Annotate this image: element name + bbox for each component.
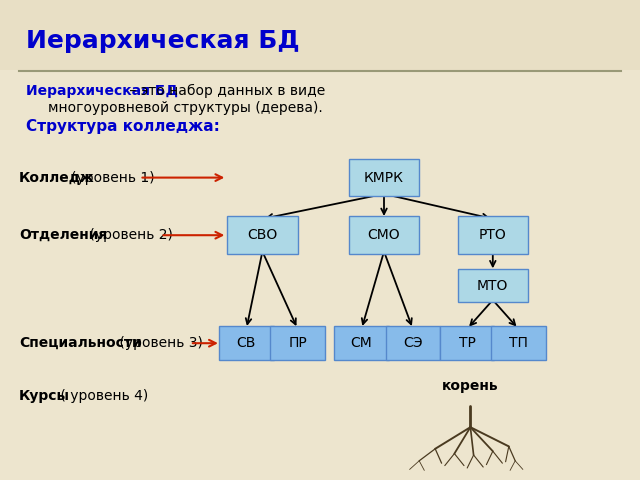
Text: ТР: ТР [459,336,476,350]
FancyBboxPatch shape [334,326,388,360]
Text: ( уровень 4): ( уровень 4) [56,389,148,403]
Text: (уровень 2): (уровень 2) [86,228,173,242]
FancyBboxPatch shape [458,216,528,254]
FancyBboxPatch shape [440,326,494,360]
Text: РТО: РТО [479,228,507,242]
Text: Колледж: Колледж [19,170,95,185]
FancyBboxPatch shape [219,326,274,360]
Text: Иерархическая БД: Иерархическая БД [26,84,178,98]
Text: СВ: СВ [237,336,256,350]
Text: Отделения: Отделения [19,228,108,242]
FancyBboxPatch shape [458,269,528,302]
Text: Структура колледжа:: Структура колледжа: [26,119,220,134]
FancyBboxPatch shape [0,0,640,70]
Text: Иерархическая БД: Иерархическая БД [26,29,300,53]
Text: СВО: СВО [247,228,278,242]
FancyBboxPatch shape [492,326,545,360]
Text: СЭ: СЭ [403,336,422,350]
FancyBboxPatch shape [349,216,419,254]
Text: МТО: МТО [477,278,509,293]
Text: (уровень 1): (уровень 1) [70,170,154,185]
Text: ТП: ТП [509,336,528,350]
Text: корень: корень [442,379,499,394]
FancyBboxPatch shape [271,326,325,360]
Text: ПР: ПР [288,336,307,350]
Text: – это набор данных в виде: – это набор данных в виде [125,84,325,98]
Text: многоуровневой структуры (дерева).: многоуровневой структуры (дерева). [48,101,323,115]
Text: КМРК: КМРК [364,170,404,185]
FancyBboxPatch shape [385,326,440,360]
Text: Специальности: Специальности [19,336,142,350]
Text: (уровень 3): (уровень 3) [115,336,203,350]
Text: СМ: СМ [351,336,372,350]
FancyBboxPatch shape [349,159,419,196]
Text: Курсы: Курсы [19,389,70,403]
Text: СМО: СМО [368,228,400,242]
FancyBboxPatch shape [227,216,298,254]
